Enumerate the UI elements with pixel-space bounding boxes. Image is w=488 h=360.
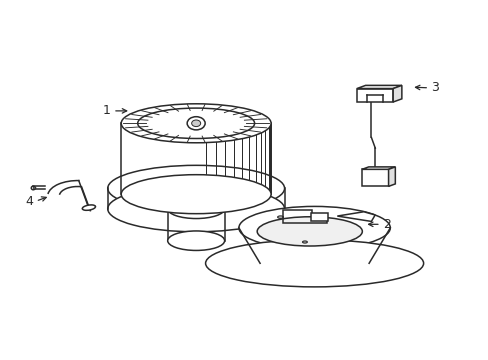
Text: 1: 1 [102, 104, 110, 117]
Polygon shape [388, 167, 394, 186]
Ellipse shape [205, 240, 423, 287]
Ellipse shape [257, 217, 362, 246]
Ellipse shape [33, 187, 36, 189]
Ellipse shape [167, 199, 224, 219]
Circle shape [187, 117, 205, 130]
Circle shape [191, 120, 200, 127]
Text: 2: 2 [383, 218, 390, 231]
Ellipse shape [302, 241, 307, 243]
Ellipse shape [121, 175, 270, 214]
Text: 4: 4 [25, 195, 33, 208]
Ellipse shape [107, 186, 284, 232]
Ellipse shape [167, 231, 224, 251]
Ellipse shape [31, 186, 35, 190]
Polygon shape [361, 167, 394, 169]
Ellipse shape [82, 205, 95, 210]
Polygon shape [392, 85, 401, 102]
Ellipse shape [277, 216, 283, 219]
Ellipse shape [138, 108, 254, 139]
Ellipse shape [107, 165, 284, 211]
Text: 3: 3 [430, 81, 439, 94]
Polygon shape [356, 85, 401, 89]
Polygon shape [337, 212, 374, 221]
Polygon shape [310, 213, 327, 221]
Ellipse shape [121, 104, 270, 143]
Ellipse shape [239, 206, 389, 249]
Polygon shape [356, 89, 392, 102]
Polygon shape [361, 169, 388, 186]
